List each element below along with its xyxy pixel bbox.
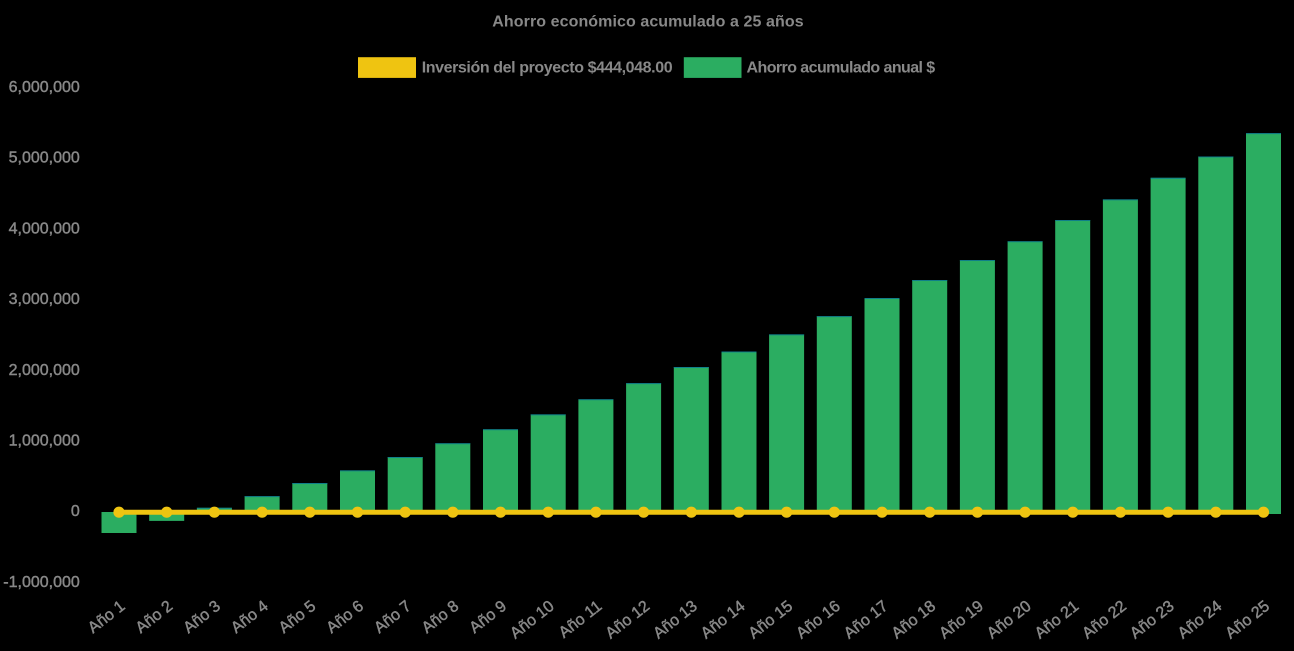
svg-text:0: 0 [71,503,80,520]
svg-text:Ahorro económico acumulado a 2: Ahorro económico acumulado a 25 años [492,14,803,31]
svg-text:-1,000,000: -1,000,000 [3,574,80,591]
svg-text:1,000,000: 1,000,000 [9,433,80,450]
svg-text:Ahorro acumulado anual $: Ahorro acumulado anual $ [747,60,936,77]
svg-text:Inversión del proyecto $444,04: Inversión del proyecto $444,048.00 [422,60,673,77]
svg-text:2,000,000: 2,000,000 [9,362,80,379]
svg-text:6,000,000: 6,000,000 [9,79,80,96]
svg-text:3,000,000: 3,000,000 [9,291,80,308]
svg-text:5,000,000: 5,000,000 [9,150,80,167]
svg-text:4,000,000: 4,000,000 [9,220,80,237]
